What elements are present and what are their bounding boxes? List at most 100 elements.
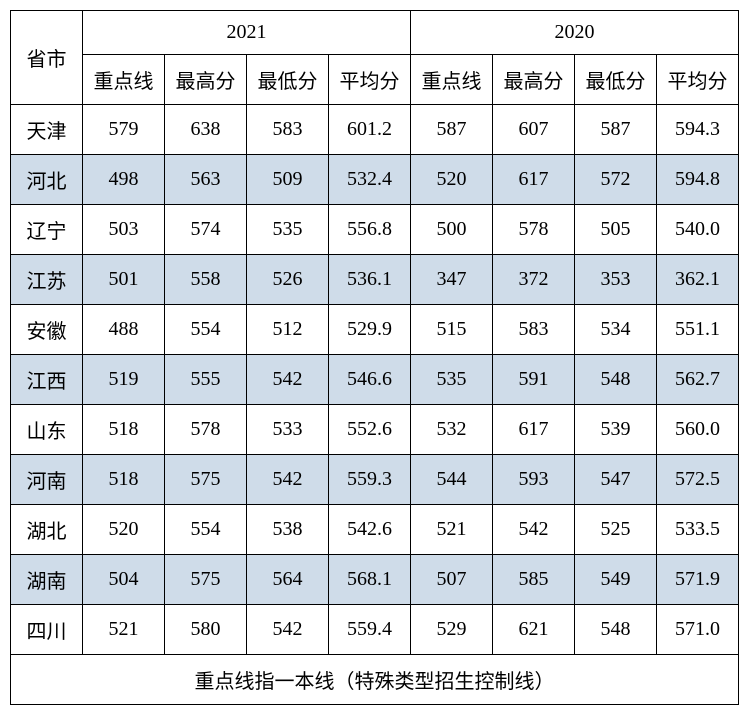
score-table: 省市 2021 2020 重点线 最高分 最低分 平均分 重点线 最高分 最低分…: [10, 10, 739, 705]
data-cell: 617: [493, 405, 575, 455]
province-cell: 江西: [11, 355, 83, 405]
data-cell: 547: [575, 455, 657, 505]
data-cell: 538: [247, 505, 329, 555]
province-cell: 四川: [11, 605, 83, 655]
subhead-2021-0: 重点线: [83, 55, 165, 105]
data-cell: 549: [575, 555, 657, 605]
table-row: 四川521580542559.4529621548571.0: [11, 605, 739, 655]
province-cell: 辽宁: [11, 205, 83, 255]
province-cell: 河北: [11, 155, 83, 205]
data-cell: 505: [575, 205, 657, 255]
data-cell: 578: [493, 205, 575, 255]
data-cell: 542.6: [329, 505, 411, 555]
data-cell: 580: [165, 605, 247, 655]
data-cell: 518: [83, 455, 165, 505]
data-cell: 546.6: [329, 355, 411, 405]
data-cell: 548: [575, 605, 657, 655]
data-cell: 534: [575, 305, 657, 355]
data-cell: 579: [83, 105, 165, 155]
data-cell: 564: [247, 555, 329, 605]
data-cell: 607: [493, 105, 575, 155]
data-cell: 520: [411, 155, 493, 205]
data-cell: 575: [165, 455, 247, 505]
data-cell: 542: [247, 455, 329, 505]
data-cell: 587: [575, 105, 657, 155]
subhead-2021-1: 最高分: [165, 55, 247, 105]
data-cell: 574: [165, 205, 247, 255]
table-body: 天津579638583601.2587607587594.3河北49856350…: [11, 105, 739, 655]
data-cell: 554: [165, 305, 247, 355]
data-cell: 568.1: [329, 555, 411, 605]
data-cell: 529.9: [329, 305, 411, 355]
data-cell: 555: [165, 355, 247, 405]
data-cell: 362.1: [657, 255, 739, 305]
data-cell: 554: [165, 505, 247, 555]
province-cell: 安徽: [11, 305, 83, 355]
data-cell: 560.0: [657, 405, 739, 455]
data-cell: 551.1: [657, 305, 739, 355]
data-cell: 548: [575, 355, 657, 405]
province-cell: 天津: [11, 105, 83, 155]
data-cell: 529: [411, 605, 493, 655]
data-cell: 521: [83, 605, 165, 655]
footer-note: 重点线指一本线（特殊类型招生控制线）: [11, 655, 739, 705]
data-cell: 488: [83, 305, 165, 355]
data-cell: 594.3: [657, 105, 739, 155]
data-cell: 583: [493, 305, 575, 355]
data-cell: 500: [411, 205, 493, 255]
table-row: 河南518575542559.3544593547572.5: [11, 455, 739, 505]
data-cell: 544: [411, 455, 493, 505]
data-cell: 562.7: [657, 355, 739, 405]
data-cell: 558: [165, 255, 247, 305]
data-cell: 572: [575, 155, 657, 205]
table-row: 湖北520554538542.6521542525533.5: [11, 505, 739, 555]
table-row: 河北498563509532.4520617572594.8: [11, 155, 739, 205]
data-cell: 578: [165, 405, 247, 455]
data-cell: 519: [83, 355, 165, 405]
header-year-2020: 2020: [411, 11, 739, 55]
data-cell: 533.5: [657, 505, 739, 555]
data-cell: 525: [575, 505, 657, 555]
data-cell: 585: [493, 555, 575, 605]
subhead-2020-1: 最高分: [493, 55, 575, 105]
data-cell: 591: [493, 355, 575, 405]
data-cell: 587: [411, 105, 493, 155]
data-cell: 535: [247, 205, 329, 255]
data-cell: 509: [247, 155, 329, 205]
data-cell: 501: [83, 255, 165, 305]
data-cell: 353: [575, 255, 657, 305]
data-cell: 583: [247, 105, 329, 155]
data-cell: 539: [575, 405, 657, 455]
data-cell: 542: [493, 505, 575, 555]
table-row: 湖南504575564568.1507585549571.9: [11, 555, 739, 605]
data-cell: 504: [83, 555, 165, 605]
data-cell: 521: [411, 505, 493, 555]
data-cell: 372: [493, 255, 575, 305]
data-cell: 572.5: [657, 455, 739, 505]
table-row: 辽宁503574535556.8500578505540.0: [11, 205, 739, 255]
data-cell: 347: [411, 255, 493, 305]
table-header: 省市 2021 2020 重点线 最高分 最低分 平均分 重点线 最高分 最低分…: [11, 11, 739, 105]
data-cell: 617: [493, 155, 575, 205]
province-cell: 湖北: [11, 505, 83, 555]
subhead-2020-3: 平均分: [657, 55, 739, 105]
subhead-2020-2: 最低分: [575, 55, 657, 105]
data-cell: 533: [247, 405, 329, 455]
header-year-2021: 2021: [83, 11, 411, 55]
data-cell: 498: [83, 155, 165, 205]
data-cell: 536.1: [329, 255, 411, 305]
data-cell: 520: [83, 505, 165, 555]
data-cell: 542: [247, 355, 329, 405]
table-row: 天津579638583601.2587607587594.3: [11, 105, 739, 155]
data-cell: 594.8: [657, 155, 739, 205]
data-cell: 512: [247, 305, 329, 355]
data-cell: 503: [83, 205, 165, 255]
data-cell: 515: [411, 305, 493, 355]
header-province: 省市: [11, 11, 83, 105]
province-cell: 湖南: [11, 555, 83, 605]
data-cell: 559.3: [329, 455, 411, 505]
data-cell: 621: [493, 605, 575, 655]
data-cell: 535: [411, 355, 493, 405]
data-cell: 518: [83, 405, 165, 455]
table-row: 安徽488554512529.9515583534551.1: [11, 305, 739, 355]
